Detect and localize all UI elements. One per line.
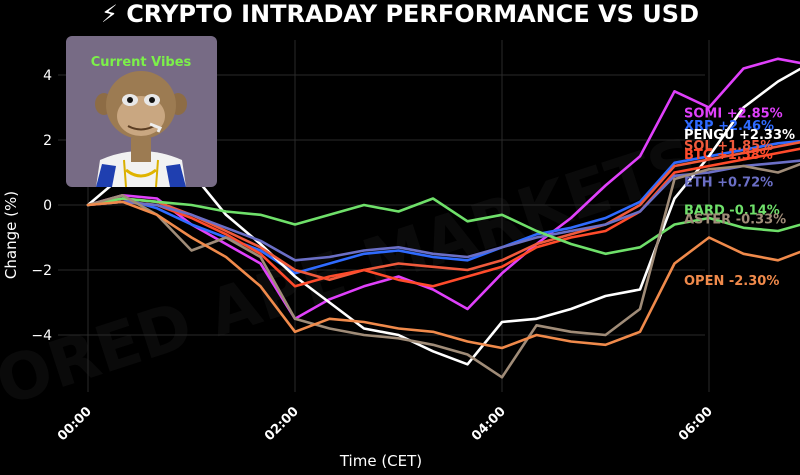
series-line-sol [86, 141, 800, 282]
end-label-sol: SOL +1.85% [684, 139, 773, 154]
ape-icon [95, 71, 187, 188]
series-line-eth [86, 159, 800, 262]
end-label-eth: ETH +0.72% [684, 176, 773, 191]
series-line-bard [86, 197, 800, 256]
y-tick-label: 4 [43, 68, 52, 84]
y-tick-label: 0 [43, 198, 52, 214]
end-label-xrp: XRP +2.46% [684, 119, 774, 134]
end-label-bard: BARD -0.14% [684, 204, 780, 219]
end-label-open: OPEN -2.30% [684, 274, 779, 289]
end-label-btc: BTC +1.58% [684, 148, 773, 163]
y-tick-label: −2 [31, 263, 52, 279]
end-label-somi: SOMI +2.85% [684, 106, 783, 121]
y-tick-label: 2 [43, 133, 52, 149]
series-lines [86, 57, 800, 379]
inset-image: Current Vibes [66, 36, 217, 188]
y-axis-label: Change (%) [2, 191, 20, 279]
series-line-aster [86, 162, 800, 379]
y-tick-label: −4 [31, 328, 52, 344]
x-axis-label: Time (CET) [339, 452, 422, 470]
series-line-open [86, 200, 800, 350]
end-labels: SOMI +2.85%XRP +2.46%PENGU +2.33%SOL +1.… [684, 106, 795, 288]
inset-label: Current Vibes [91, 55, 192, 70]
series-line-somi [86, 57, 800, 321]
end-label-aster: ASTER -0.33% [684, 213, 786, 228]
end-label-pengu: PENGU +2.33% [684, 128, 795, 143]
chart-title: ⚡ CRYPTO INTRADAY PERFORMANCE VS USD [101, 0, 699, 28]
